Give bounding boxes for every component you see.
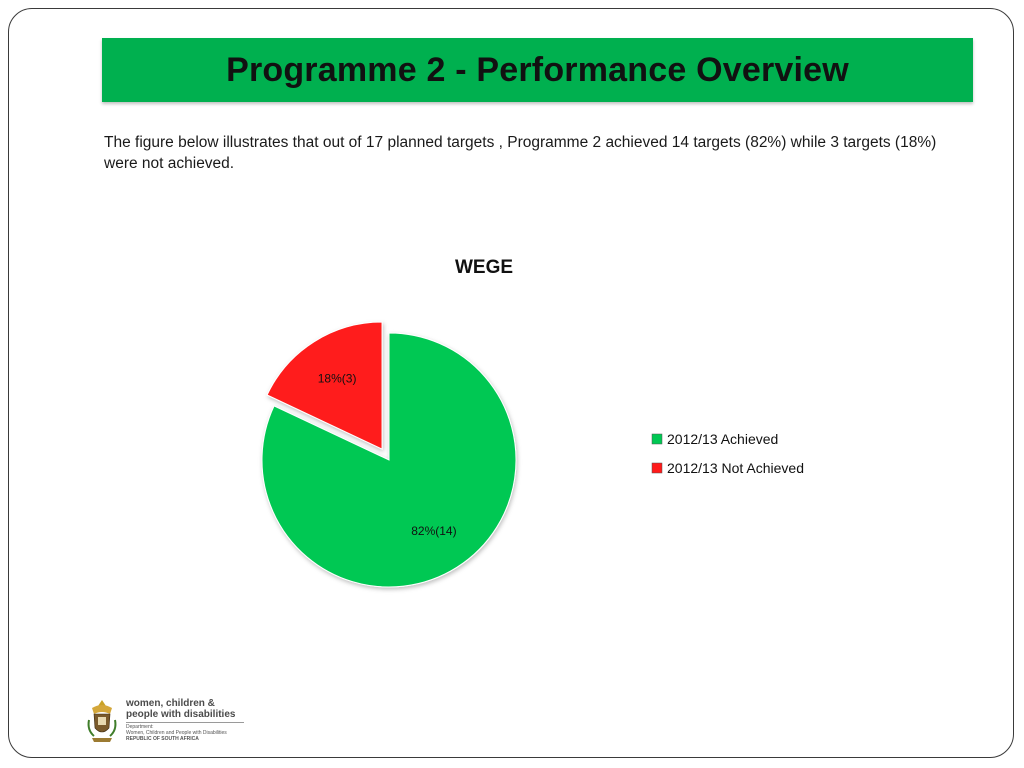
legend-swatch-2012-13-achieved <box>651 433 663 445</box>
pie-labels: 82%(14) 18%(3) <box>318 371 457 538</box>
department-logo: women, children & people with disabiliti… <box>84 698 254 748</box>
chart-legend: 2012/13 Achieved 2012/13 Not Achieved <box>651 431 804 476</box>
slide-description: The figure below illustrates that out of… <box>104 134 937 172</box>
pie-slices <box>261 321 517 588</box>
pie-label-2012-13-achieved: 82%(14) <box>411 524 456 538</box>
logo-department-name: Women, Children and People with Disabili… <box>126 730 227 736</box>
logo-department: Department: <box>126 724 154 730</box>
pie-slice-2012-13-not-achieved <box>266 321 383 450</box>
title-bar: Programme 2 - Performance Overview <box>102 38 973 102</box>
logo-line-1: women, children & <box>126 698 215 709</box>
chart-title: WEGE <box>455 257 513 278</box>
pie-label-2012-13-not-achieved: 18%(3) <box>318 371 357 385</box>
coat-of-arms-icon <box>87 700 117 742</box>
logo-divider <box>126 722 244 723</box>
logo-line-2: people with disabilities <box>126 709 236 720</box>
slide-title: Programme 2 - Performance Overview <box>226 50 849 89</box>
pie-slice-2012-13-achieved <box>261 332 517 588</box>
legend-label-2012-13-not-achieved: 2012/13 Not Achieved <box>667 460 804 476</box>
logo-country: REPUBLIC OF SOUTH AFRICA <box>126 736 199 742</box>
legend-label-2012-13-achieved: 2012/13 Achieved <box>667 431 778 447</box>
legend-swatch-2012-13-not-achieved <box>651 462 663 474</box>
slide-frame <box>8 8 1014 758</box>
